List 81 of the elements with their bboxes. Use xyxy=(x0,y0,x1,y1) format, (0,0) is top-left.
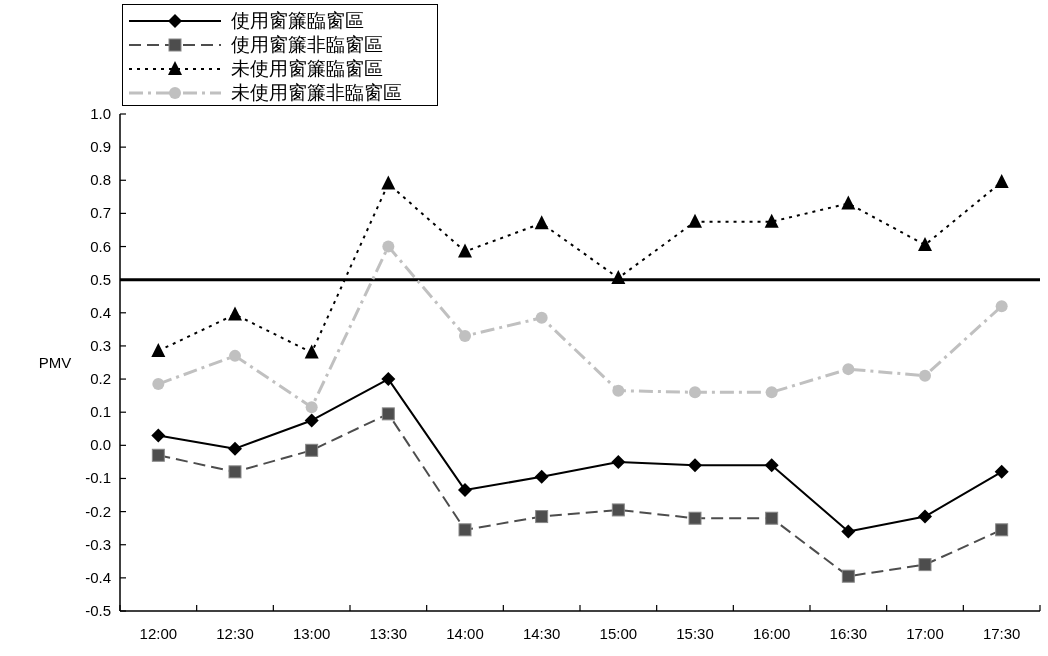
x-tick-label: 17:00 xyxy=(906,625,944,642)
x-tick-label: 14:00 xyxy=(446,625,484,642)
point xyxy=(765,386,778,399)
x-tick-label: 12:30 xyxy=(216,625,254,642)
point xyxy=(534,215,549,230)
y-tick-label: -0.4 xyxy=(85,568,111,586)
point xyxy=(458,483,472,498)
x-tick-label: 17:30 xyxy=(982,625,1021,642)
point xyxy=(688,511,702,525)
point xyxy=(382,240,395,253)
point xyxy=(688,213,702,228)
point xyxy=(611,503,625,517)
y-tick-label: -0.1 xyxy=(85,469,111,487)
y-tick-label: 0.1 xyxy=(90,403,111,421)
point xyxy=(995,523,1009,537)
point xyxy=(765,511,779,525)
point xyxy=(381,372,396,387)
y-tick-label: 0.3 xyxy=(90,336,111,354)
y-tick-label: -0.5 xyxy=(85,602,111,619)
point xyxy=(151,342,166,357)
point xyxy=(611,454,626,469)
y-tick-label: 0.5 xyxy=(90,270,111,288)
x-tick-label: 14:30 xyxy=(522,625,561,642)
legend-label: 使用窗簾臨窗區 xyxy=(231,9,364,33)
point xyxy=(228,306,242,321)
y-tick-label: -0.2 xyxy=(85,502,111,520)
y-tick-label: 0.8 xyxy=(90,171,111,189)
point xyxy=(918,236,932,251)
point xyxy=(151,448,165,462)
point xyxy=(228,441,242,456)
x-tick-label: 13:00 xyxy=(292,625,331,642)
point xyxy=(841,569,855,583)
point xyxy=(458,243,472,258)
point xyxy=(612,384,625,397)
point xyxy=(841,524,856,539)
point xyxy=(229,349,241,362)
point xyxy=(458,523,472,537)
y-axis-title: PMV xyxy=(38,353,72,371)
point xyxy=(688,458,702,473)
x-tick-label: 15:00 xyxy=(599,625,638,642)
point xyxy=(994,173,1009,188)
legend-label: 未使用窗簾臨窗區 xyxy=(231,57,383,81)
x-tick-label: 16:30 xyxy=(829,625,868,642)
point xyxy=(535,311,548,324)
point xyxy=(919,369,931,382)
legend-label: 未使用窗簾非臨窗區 xyxy=(231,81,402,105)
point xyxy=(151,428,166,443)
point xyxy=(535,510,549,524)
point xyxy=(381,175,396,190)
point xyxy=(459,329,471,342)
point xyxy=(305,401,318,414)
point xyxy=(689,386,701,399)
point xyxy=(228,465,242,479)
y-tick-label: 0.6 xyxy=(90,237,111,255)
point xyxy=(994,464,1009,479)
x-tick-label: 13:30 xyxy=(369,625,408,642)
point xyxy=(304,344,319,359)
y-tick-label: 0.9 xyxy=(90,138,111,156)
x-tick-label: 16:00 xyxy=(752,625,791,642)
point xyxy=(842,363,855,376)
point xyxy=(381,407,395,421)
legend-label: 使用窗簾非臨窗區 xyxy=(231,33,383,57)
x-tick-label: 12:00 xyxy=(139,625,178,642)
y-tick-label: 0.2 xyxy=(90,370,111,388)
point xyxy=(764,213,779,228)
point xyxy=(764,458,779,473)
point xyxy=(918,509,932,524)
y-tick-label: -0.3 xyxy=(85,535,111,553)
y-tick-label: 0.4 xyxy=(90,303,111,321)
point xyxy=(918,558,932,572)
x-tick-label: 15:30 xyxy=(676,625,714,642)
point xyxy=(841,195,856,210)
y-tick-label: 0.0 xyxy=(90,436,111,454)
point xyxy=(305,443,319,457)
point xyxy=(534,469,549,484)
y-tick-label: 1.0 xyxy=(90,105,111,122)
point xyxy=(995,300,1008,313)
point xyxy=(152,378,165,391)
point xyxy=(304,413,319,428)
point xyxy=(611,270,626,285)
y-tick-label: 0.7 xyxy=(90,204,111,222)
